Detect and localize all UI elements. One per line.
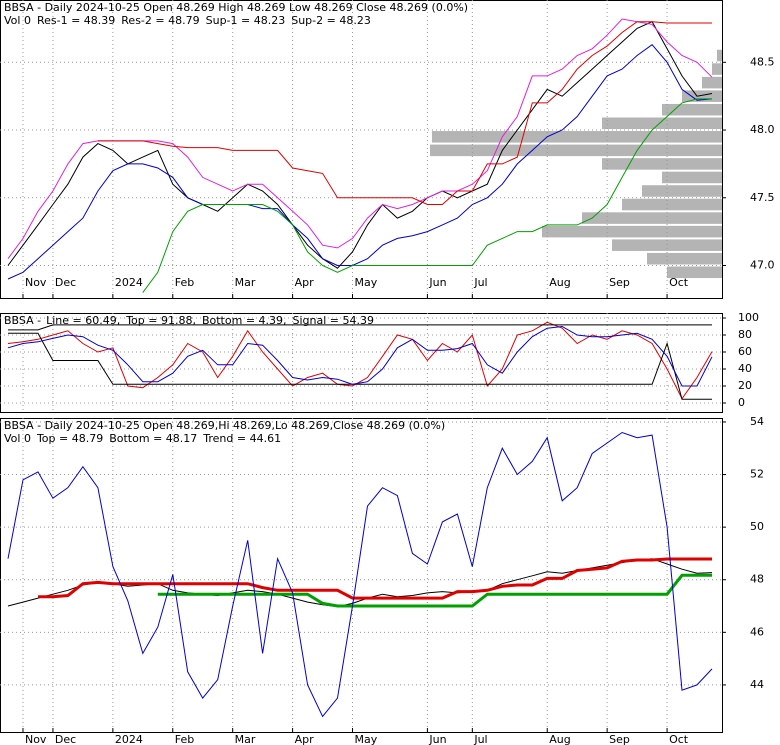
volume-profile-bar — [682, 90, 722, 102]
y-tick-label: 40 — [738, 362, 752, 375]
series-line — [7, 44, 713, 280]
x-tick-label: Sep — [609, 733, 630, 745]
x-tick-label: Feb — [175, 276, 194, 289]
panel-subtitle: Vol 0 — [4, 432, 31, 445]
x-tick-label: Jul — [473, 733, 487, 745]
x-tick-label: Feb — [175, 733, 194, 745]
volume-profile-bar — [647, 252, 722, 265]
series-line — [38, 557, 712, 600]
panel-subtitle: Vol 0 — [4, 14, 31, 27]
volume-profile-bar — [622, 198, 722, 211]
y-tick-label: 60 — [738, 345, 752, 358]
series-line — [7, 431, 713, 718]
x-tick-label: Mar — [235, 733, 256, 745]
legend-entry: Res-1 = 48.39 — [37, 14, 115, 27]
x-tick-label: Dec — [55, 276, 76, 289]
legend-entry: Sup-2 = 48.23 — [291, 14, 371, 27]
x-tick-label: Sep — [609, 276, 630, 289]
series-line — [8, 332, 712, 400]
volume-profile-bar — [667, 266, 722, 279]
y-tick-label: 50 — [750, 520, 764, 533]
volume-profile-bar — [642, 185, 722, 197]
panel-title: BBSA - Daily 2024-10-25 Open 48.269,Hi 4… — [4, 419, 445, 432]
x-tick-label: Aug — [549, 733, 570, 745]
legend-entry: Signal = 54.39 — [293, 314, 375, 327]
panel-title: BBSA - — [4, 314, 41, 327]
legend-entry: Trend = 44.61 — [202, 432, 281, 445]
y-tick-label: 0 — [738, 396, 745, 409]
x-tick-label: Jun — [428, 276, 446, 289]
y-tick-label: 48.5 — [750, 55, 775, 68]
series-line — [97, 21, 712, 205]
volume-profile-bar — [717, 49, 722, 62]
x-tick-label: Oct — [669, 733, 689, 745]
y-tick-label: 46 — [750, 625, 764, 638]
x-tick-label: May — [355, 276, 378, 289]
volume-profile-bar — [662, 103, 722, 116]
y-tick-label: 44 — [750, 678, 764, 691]
volume-profile-bar — [712, 63, 722, 75]
y-tick-label: 20 — [738, 379, 752, 392]
x-tick-label: Oct — [669, 276, 689, 289]
y-tick-label: 47.5 — [750, 191, 775, 204]
plot-frame — [0, 313, 723, 413]
x-tick-label: Jul — [473, 276, 487, 289]
legend-entry: Top = 48.79 — [36, 432, 103, 445]
legend-entry: Sup-1 = 48.23 — [206, 14, 286, 27]
x-tick-label: Aug — [549, 276, 570, 289]
y-tick-label: 48 — [750, 573, 764, 586]
y-tick-label: 48.0 — [750, 123, 775, 136]
volume-profile-bar — [542, 225, 722, 238]
x-tick-label: 2024 — [115, 276, 143, 289]
legend-entry: Line = 60.49, — [46, 314, 120, 327]
y-tick-label: 47.0 — [750, 258, 775, 271]
volume-profile-bar — [432, 131, 722, 143]
series-line — [7, 21, 713, 269]
legend-entry: Top = 91.88, — [125, 314, 196, 327]
series-line — [7, 321, 713, 400]
legend-entry: Res-2 = 48.79 — [121, 14, 199, 27]
plot-frame — [0, 418, 723, 733]
volume-profile-bar — [662, 171, 722, 184]
volume-profile-bar — [582, 212, 722, 224]
y-tick-label: 54 — [750, 415, 764, 428]
series-line — [8, 324, 712, 331]
volume-profile-bar — [602, 158, 722, 170]
volume-profile-bar — [602, 117, 722, 130]
x-tick-label: Nov — [25, 276, 47, 289]
legend-entry: Bottom = 48.17 — [109, 432, 197, 445]
series-line — [157, 573, 712, 608]
legend-entry: Bottom = 4.39, — [202, 314, 287, 327]
x-tick-label: Nov — [25, 733, 47, 745]
volume-profile-bar — [702, 76, 722, 89]
price-line — [7, 558, 713, 608]
x-tick-label: May — [355, 733, 378, 745]
y-tick-label: 52 — [750, 468, 764, 481]
x-tick-label: 2024 — [115, 733, 143, 745]
series-line — [7, 325, 713, 387]
volume-profile-bar — [612, 239, 722, 251]
x-tick-label: Dec — [55, 733, 76, 745]
y-tick-label: 100 — [738, 311, 759, 324]
y-tick-label: 80 — [738, 328, 752, 341]
x-tick-label: Mar — [235, 276, 256, 289]
x-tick-label: Apr — [295, 733, 315, 745]
x-tick-label: Jun — [428, 733, 446, 745]
series-line — [142, 98, 712, 293]
x-tick-label: Apr — [295, 276, 315, 289]
volume-profile-bar — [430, 144, 722, 157]
panel-title: BBSA - Daily 2024-10-25 Open 48.269 High… — [4, 1, 468, 14]
